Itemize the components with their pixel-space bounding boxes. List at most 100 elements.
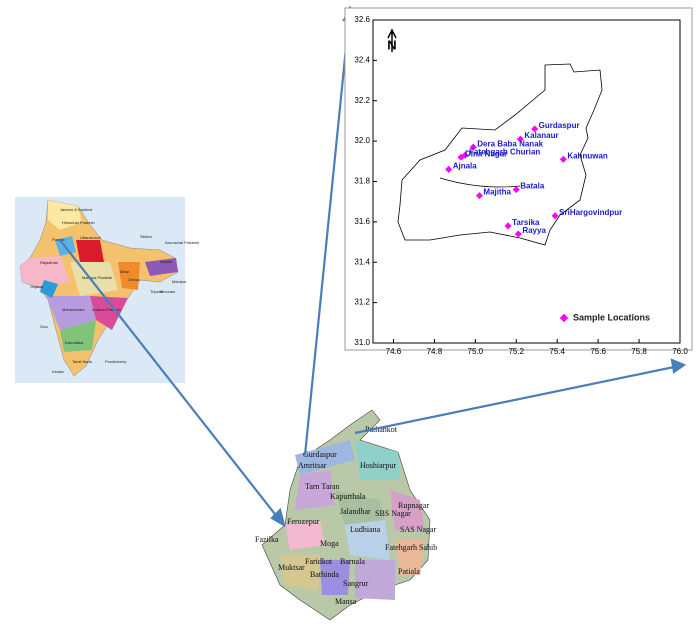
region	[60, 320, 96, 352]
district	[320, 560, 350, 595]
x-tick-label: 75.4	[549, 347, 565, 356]
district-label: Bathinda	[310, 570, 339, 579]
sample-point	[475, 192, 483, 200]
state-label: Maharashtra	[62, 307, 85, 312]
x-tick-label: 75.8	[631, 347, 647, 356]
north-label: N	[387, 37, 396, 52]
arrow	[59, 239, 279, 519]
district-label: Tarn Taran	[305, 482, 340, 491]
state-label: Assam	[160, 259, 173, 264]
sample-point	[512, 186, 520, 194]
district	[335, 490, 385, 525]
district-label: Hoshiarpur	[360, 461, 396, 470]
region	[48, 200, 82, 230]
district	[355, 440, 400, 480]
district-label: Mansa	[335, 597, 357, 606]
sample-point	[531, 125, 539, 133]
plot-panel	[344, 7, 693, 351]
state-label: Kerala	[52, 369, 64, 374]
point-label: Batala	[520, 182, 545, 191]
district-label: SAS Nagar	[400, 525, 437, 534]
district-label: SBS Nagar	[375, 509, 411, 518]
study-area-boundary	[397, 63, 603, 246]
sample-point	[445, 165, 453, 173]
state-label: Orissa	[128, 277, 140, 282]
sample-point	[457, 153, 465, 161]
y-tick-label: 31.0	[354, 338, 370, 347]
sample-point	[504, 222, 512, 230]
state-label: Jammu & Kashmir	[60, 207, 93, 212]
district-label: Fatehgarh Sahib	[385, 543, 437, 552]
x-tick-label: 74.8	[427, 347, 443, 356]
point-label: Dera Baba Nanak	[477, 139, 543, 148]
region	[70, 262, 118, 296]
state-label: Rajasthan	[40, 260, 58, 265]
x-tick-label: 74.6	[386, 347, 402, 356]
district	[355, 560, 395, 600]
state-label: Manipur	[172, 279, 187, 284]
district	[285, 520, 325, 550]
arrow	[354, 365, 675, 435]
district	[295, 440, 355, 475]
region	[40, 280, 58, 298]
state-label: Sikkim	[140, 234, 152, 239]
y-tick-label: 31.6	[354, 217, 370, 226]
state-label: Mizoram	[160, 289, 176, 294]
x-tick-label: 75.2	[508, 347, 524, 356]
district-label: Patiala	[398, 567, 420, 576]
district-label: Barnala	[340, 557, 365, 566]
state-label: Goa	[40, 324, 48, 329]
district	[395, 540, 425, 575]
y-tick-label: 31.2	[354, 298, 370, 307]
arrow-head	[270, 507, 286, 528]
point-label: Kalanaur	[524, 131, 558, 140]
point-label: Majitha	[483, 188, 511, 197]
legend-label: Sample Locations	[573, 312, 650, 322]
region	[145, 258, 178, 276]
x-tick-label: 76.0	[672, 347, 688, 356]
district-label: Amritsar	[298, 461, 327, 470]
district-label: Rupnagar	[398, 501, 429, 510]
y-tick-label: 32.6	[354, 15, 370, 24]
legend-marker	[559, 313, 569, 323]
state-label: Karnataka	[65, 340, 84, 345]
district	[390, 490, 425, 530]
x-tick-label: 75.6	[590, 347, 606, 356]
district	[280, 555, 320, 590]
district	[345, 520, 390, 560]
x-tick-label: 75.0	[468, 347, 484, 356]
arrow-head	[670, 358, 687, 374]
point-label: Kahnuwan	[567, 151, 608, 160]
district-label: Fazilka	[255, 535, 279, 544]
state-label: Gujarat	[30, 284, 44, 289]
point-label: SriHargovindpur	[559, 208, 622, 217]
y-tick-label: 32.0	[354, 136, 370, 145]
boundary-line	[439, 177, 521, 188]
sample-point	[551, 212, 559, 220]
region	[46, 296, 96, 330]
sample-point	[516, 135, 524, 143]
state-label: Uttaranchal	[80, 235, 101, 240]
district-label: Sangrur	[343, 579, 369, 588]
state-label: Andhra Pradesh	[92, 307, 121, 312]
district-label: Muktsar	[278, 563, 305, 572]
point-label: Gurdaspur	[539, 121, 580, 130]
point-label: Rayya	[522, 226, 546, 235]
district-label: Ludhiana	[350, 525, 381, 534]
point-label: Ajnala	[453, 161, 478, 170]
arrow	[303, 17, 351, 456]
region	[118, 262, 140, 290]
state-label: Punjab	[52, 237, 65, 242]
point-label: Dina Nagar	[465, 149, 507, 158]
district-label: Jalandhar	[340, 507, 371, 516]
sample-point	[559, 155, 567, 163]
district-label: Kapurthala	[330, 492, 366, 501]
district-label: Gurdaspur	[303, 450, 337, 459]
district-label: Ferozepur	[287, 517, 320, 526]
state-label: Pondicherry	[105, 359, 126, 364]
y-tick-label: 32.4	[354, 55, 370, 64]
region	[76, 240, 104, 262]
state-label: Tripura	[150, 289, 163, 294]
district-label: Faridkot	[305, 557, 333, 566]
